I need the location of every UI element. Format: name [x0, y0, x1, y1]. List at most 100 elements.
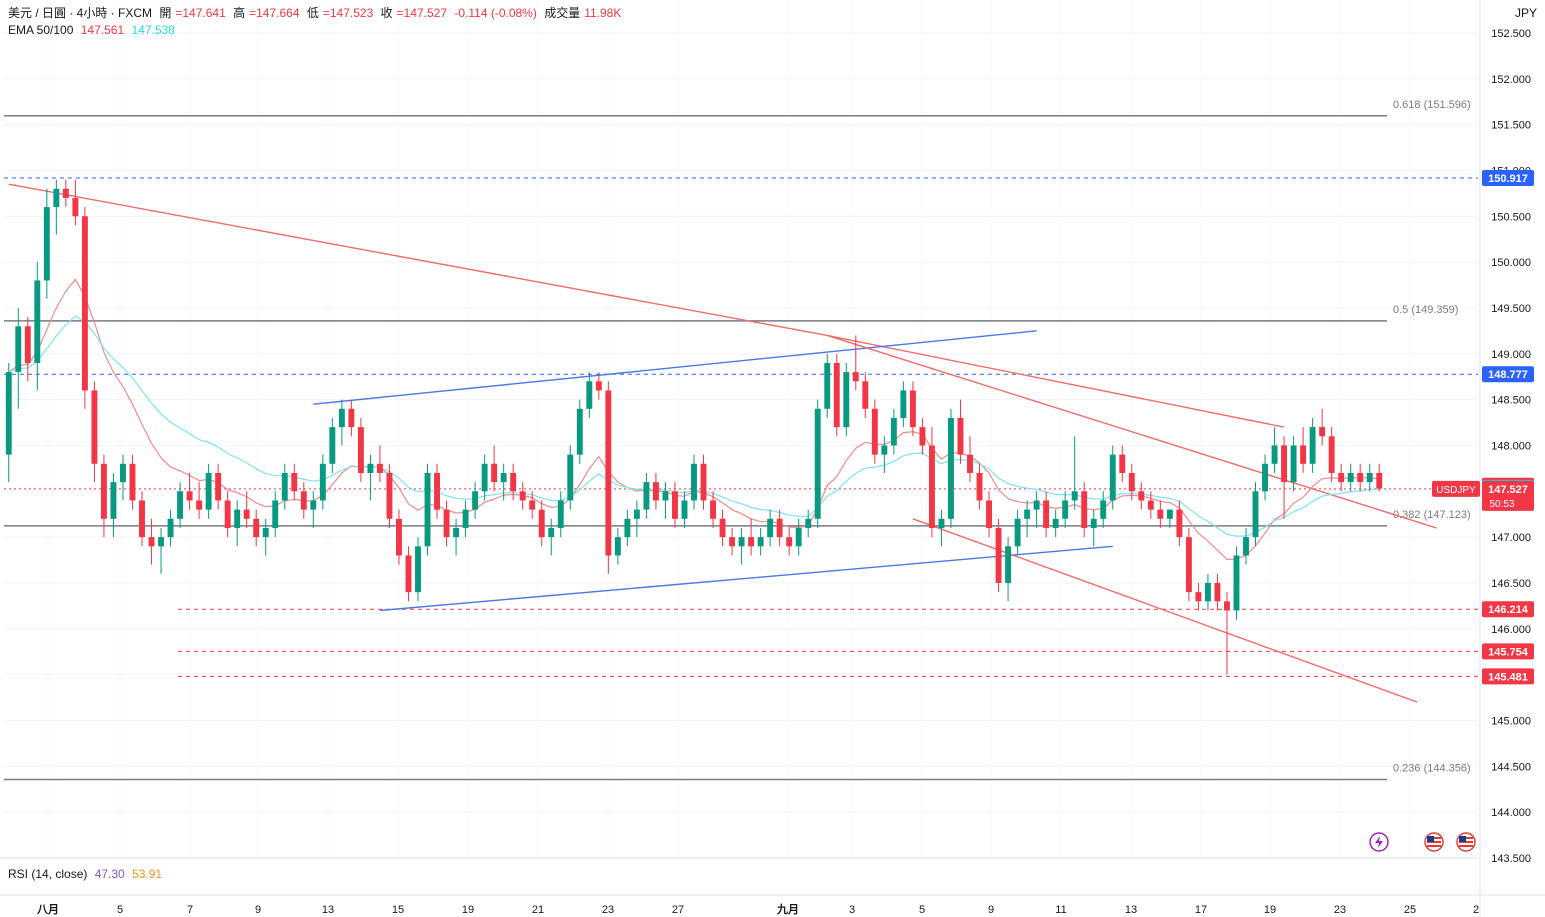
x-tick-label: 2: [1473, 904, 1479, 916]
candle-body: [1043, 500, 1050, 528]
candle-body: [1138, 491, 1145, 501]
candle-body: [357, 427, 364, 473]
candle-body: [909, 390, 916, 428]
candle-body: [243, 509, 250, 519]
candle-body: [91, 390, 98, 464]
candle-body: [167, 518, 174, 538]
candle-body: [253, 518, 260, 538]
rsi-value: 47.30: [94, 867, 125, 881]
x-tick-label: 5: [117, 904, 123, 916]
y-tick-label: 152.000: [1491, 74, 1531, 86]
candle-body: [5, 372, 12, 455]
price-label: 146.214: [1488, 604, 1529, 616]
high-label: 高: [233, 6, 246, 20]
price-label: 150.917: [1488, 173, 1528, 185]
candle-body: [529, 500, 536, 510]
symbol-tag-bg: [1432, 480, 1480, 497]
y-tick-label: 151.500: [1491, 120, 1531, 132]
candle-body: [1071, 491, 1078, 501]
x-tick-label: 八月: [36, 903, 59, 916]
candle-body: [186, 491, 193, 501]
x-tick-label: 3: [849, 904, 855, 916]
candle-body: [1109, 454, 1116, 501]
x-tick-label: 5: [919, 904, 925, 916]
lower-channel-blue: [379, 545, 1113, 612]
symbol-title[interactable]: 美元 / 日圓 · 4小時 · FXCM: [8, 6, 153, 20]
candle-body: [1214, 582, 1221, 602]
candle-body: [424, 472, 431, 547]
candle-body: [81, 216, 88, 391]
open-label: 開: [159, 6, 172, 20]
time-axis[interactable]: 八月 5 7 9 13 15 19 21 23 27 九月 3 5 9 11 13 17 19 23 25 2: [0, 857, 1545, 916]
candle-body: [434, 472, 440, 510]
candle-body: [691, 463, 697, 501]
candle-body: [1166, 509, 1173, 519]
candle-body: [672, 491, 678, 519]
horizontal-price-lines: [4, 177, 1478, 677]
volume-label: 成交量: [544, 6, 581, 20]
candle-body: [519, 491, 526, 501]
candle-body: [281, 472, 288, 501]
rsi-legend[interactable]: RSI (14, close) 47.30 53.91: [8, 867, 166, 881]
candle-body: [177, 491, 184, 519]
candle-body: [824, 362, 831, 409]
y-tick-label: 150.000: [1491, 257, 1531, 269]
price-axis[interactable]: 152.500152.000151.500151.000150.500150.0…: [1432, 0, 1545, 917]
us-flag-icon-2[interactable]: [1456, 832, 1476, 852]
candle-body: [1062, 500, 1069, 519]
change-value: -0.114 (-0.08%): [454, 6, 537, 20]
candle-body: [738, 537, 745, 547]
candle-body: [34, 280, 41, 363]
lightning-icon[interactable]: [1369, 832, 1389, 852]
candle-body: [338, 408, 345, 428]
fib-label: 0.618 (151.596): [1393, 99, 1471, 111]
candle-body: [1243, 537, 1249, 556]
candle-body: [110, 482, 117, 519]
candle-body: [386, 472, 393, 519]
candle-body: [510, 472, 517, 492]
candle-body: [205, 472, 212, 510]
us-flag-icon[interactable]: [1424, 832, 1444, 852]
candle-body: [196, 500, 203, 510]
candle-body: [415, 546, 421, 593]
y-tick-label: 143.500: [1491, 853, 1531, 865]
candle-body: [890, 417, 897, 446]
candle-body: [234, 509, 241, 528]
y-tick-label: 148.500: [1491, 395, 1531, 407]
price-label: 148.777: [1488, 369, 1528, 381]
x-tick-label: 19: [462, 904, 474, 916]
candle-body: [1290, 445, 1297, 483]
current-price-label: 147.527: [1488, 484, 1528, 496]
candle-body: [1100, 500, 1107, 519]
ema-legend[interactable]: EMA 50/100 147.561 147.538: [8, 23, 179, 37]
y-tick-label: 150.500: [1491, 211, 1531, 223]
candle-body: [1081, 491, 1088, 528]
y-tick-label: 149.500: [1491, 303, 1531, 315]
candle-body: [453, 527, 460, 538]
candle-body: [1052, 518, 1059, 528]
y-tick-label: 148.000: [1491, 440, 1531, 452]
falling-channel-upper: [827, 334, 1437, 529]
candle-body: [786, 537, 793, 547]
candle-body: [1338, 472, 1345, 483]
candle-body: [1376, 472, 1383, 489]
candle-body: [139, 500, 145, 538]
countdown-label: 50:53: [1489, 499, 1514, 510]
candle-body: [919, 427, 926, 446]
candle-body: [1024, 509, 1031, 519]
candle-body: [1262, 463, 1268, 492]
candle-body: [148, 537, 155, 547]
candle-body: [1176, 509, 1183, 538]
price-label: 145.754: [1488, 646, 1529, 658]
candle-body: [224, 500, 231, 528]
candle-body: [1271, 445, 1278, 464]
candle-body: [1185, 537, 1192, 593]
candle-body: [72, 197, 79, 217]
candle-body: [1195, 592, 1202, 602]
rsi-label: RSI (14, close): [8, 867, 88, 881]
candle-body: [100, 463, 107, 519]
y-tick-label: 145.000: [1491, 715, 1531, 727]
candle-body: [776, 518, 783, 538]
x-tick-label: 11: [1055, 904, 1066, 916]
